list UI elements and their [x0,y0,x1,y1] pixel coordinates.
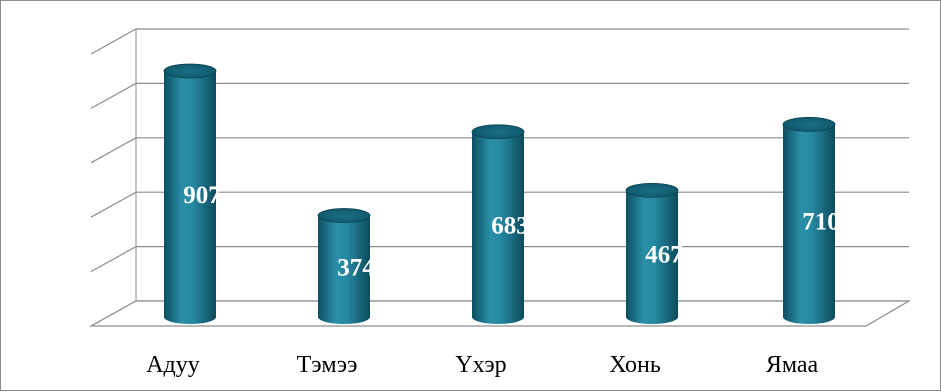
data-label: 467 [645,242,683,269]
data-label: 683 [491,212,529,239]
bar-body [318,215,370,324]
bar-1 [163,63,217,324]
bar-top [471,124,525,140]
bar-3 [471,124,525,324]
bar-body [164,71,216,324]
bar-top [163,63,217,79]
data-label: 907 [183,182,221,209]
bar-4 [625,182,679,324]
bar-top [782,117,836,132]
bar-2 [317,208,371,324]
category-label: Үхэр [455,352,506,378]
data-label: 710 [802,209,840,236]
bar-top [625,182,679,198]
bar-top [317,208,371,223]
labels-layer: 907 Адуу 374 Тэмээ 683 Үхэр 467 Хонь 710 Ямаа [146,182,840,378]
gridline-side [90,28,137,55]
gridline-side [90,137,137,164]
bar-5 [782,117,836,324]
category-label: Ямаа [766,352,819,378]
category-label: Тэмээ [297,352,358,378]
bar-body [626,190,678,324]
category-label: Хонь [609,352,661,378]
bar-body [783,124,835,324]
gridline-side [90,82,137,109]
gridline-side [90,191,137,218]
bar-body [472,131,524,324]
category-label: Адуу [146,352,200,378]
data-label: 374 [337,254,375,281]
gridline-side [90,246,137,273]
bars-layer [163,63,836,324]
